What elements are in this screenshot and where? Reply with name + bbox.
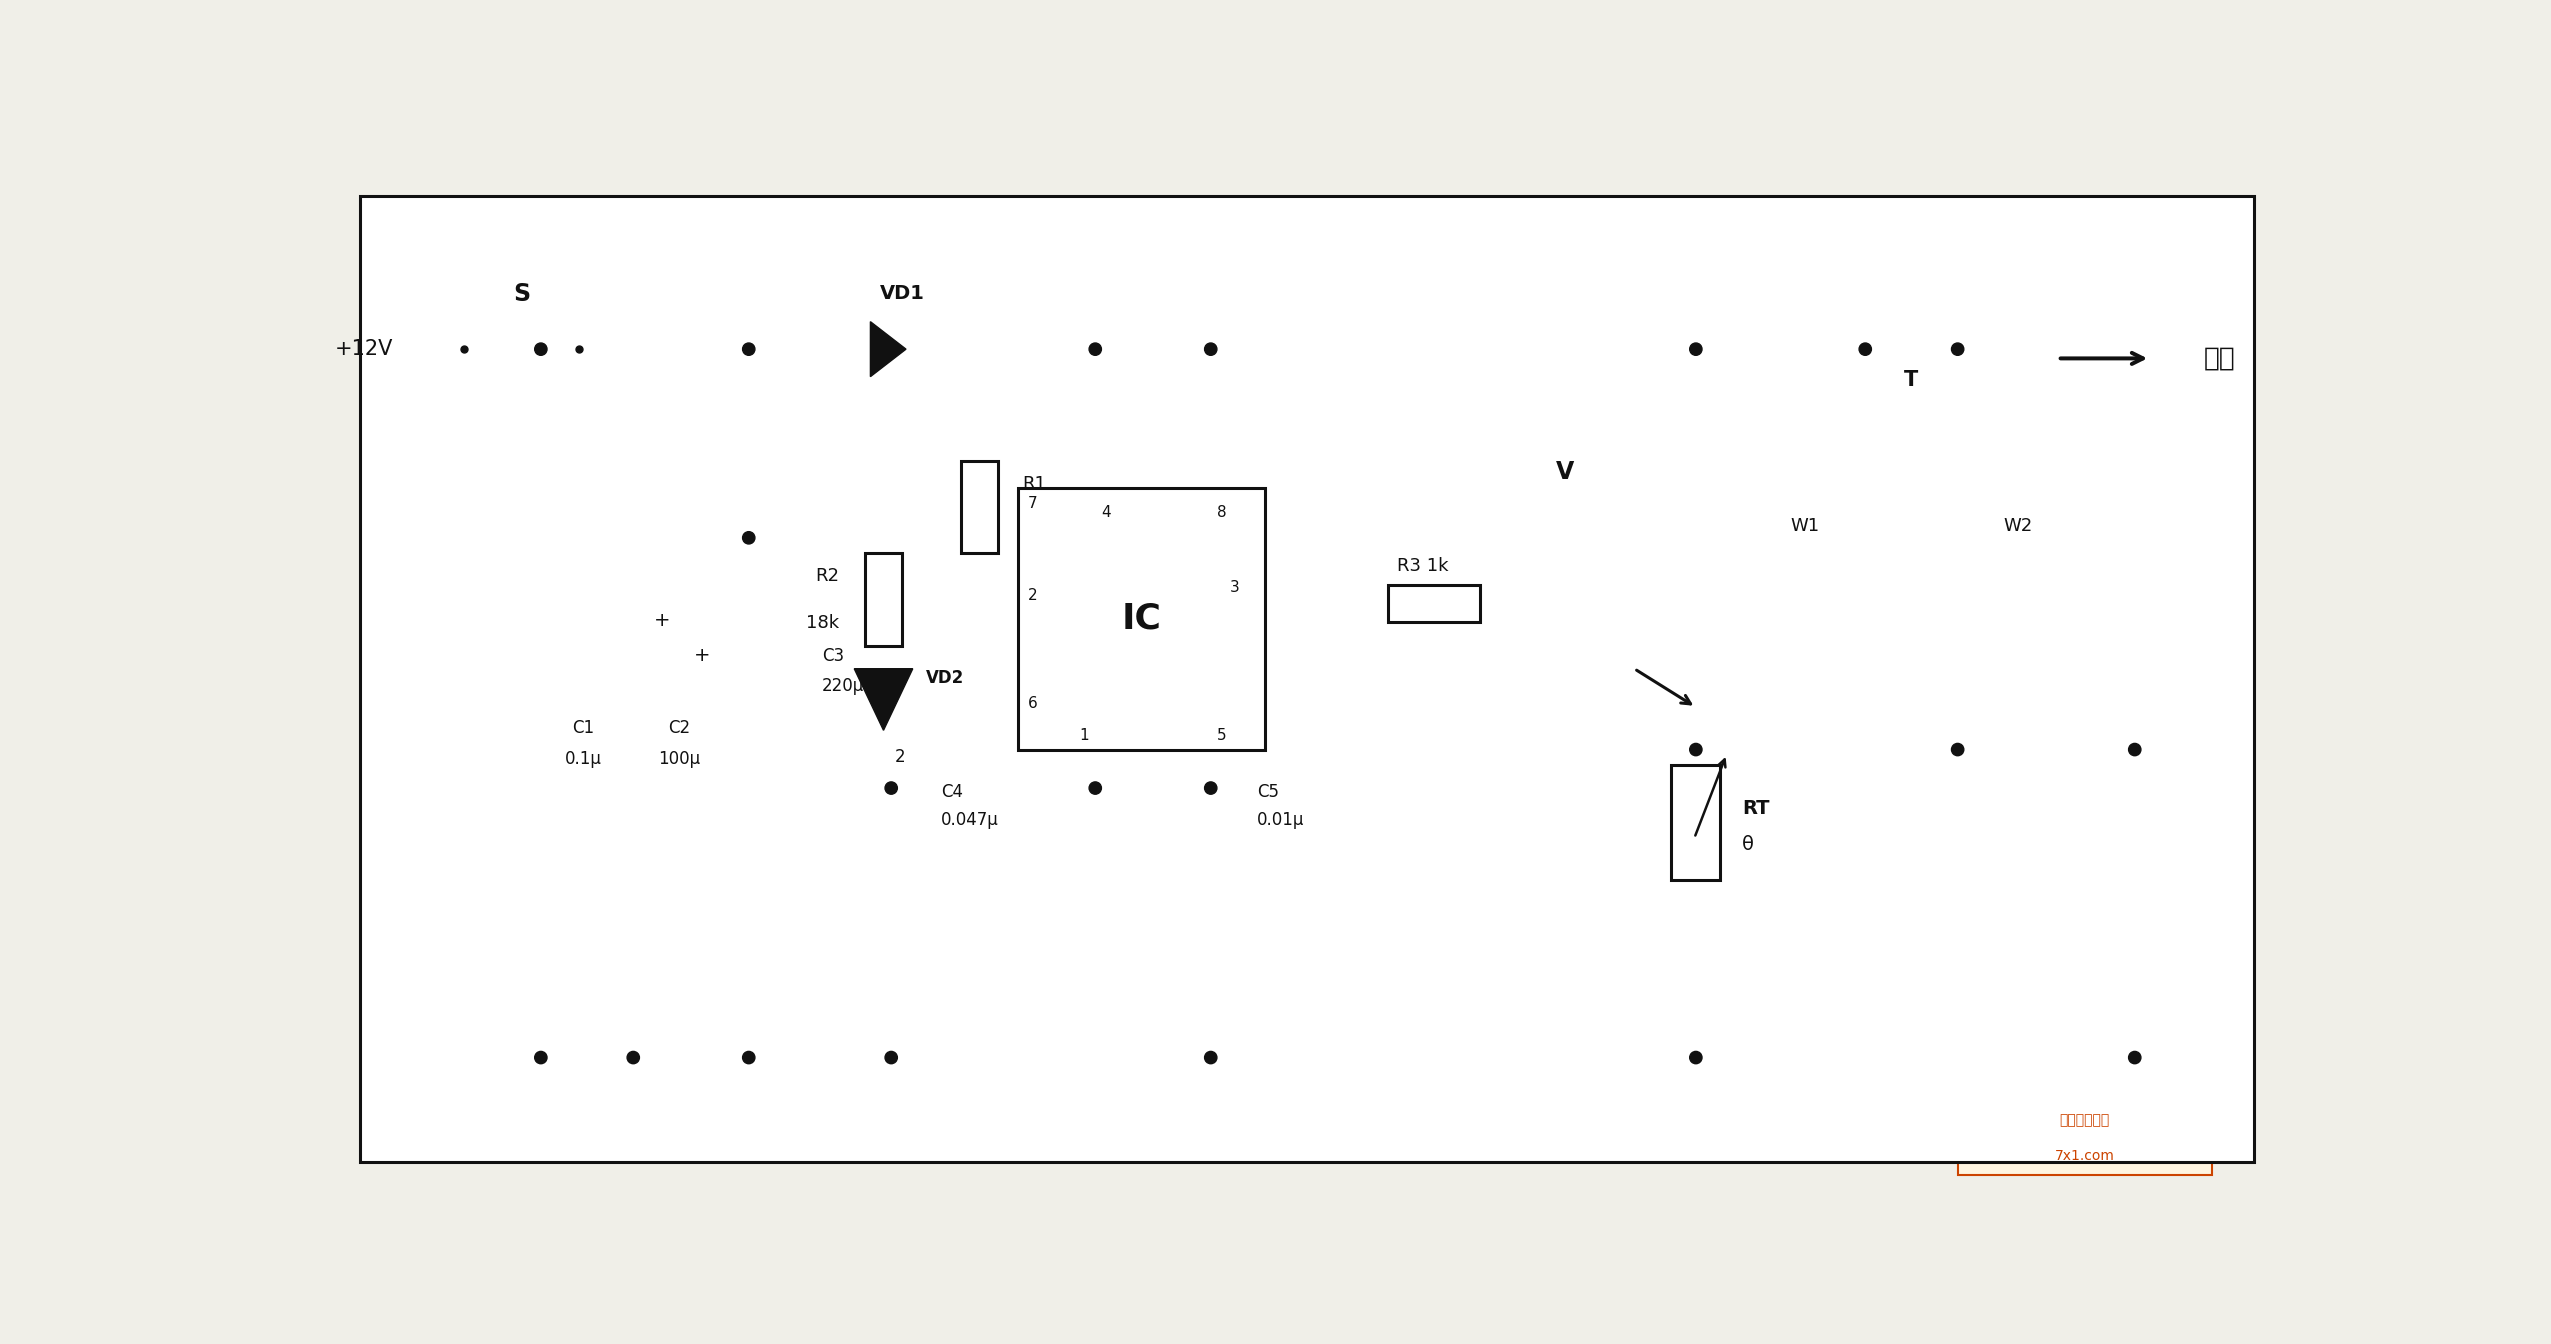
Text: C5: C5 xyxy=(1258,784,1278,801)
Text: T: T xyxy=(1906,370,1918,390)
Text: 7x1.com: 7x1.com xyxy=(2054,1149,2115,1163)
Text: VD2: VD2 xyxy=(926,669,964,687)
Text: 1: 1 xyxy=(1079,728,1089,743)
Text: R3 1k: R3 1k xyxy=(1398,558,1449,575)
Circle shape xyxy=(1089,782,1102,794)
Circle shape xyxy=(742,343,755,355)
Text: +: + xyxy=(653,610,671,630)
Circle shape xyxy=(1689,743,1702,755)
Circle shape xyxy=(1689,1051,1702,1063)
Circle shape xyxy=(742,1051,755,1063)
Circle shape xyxy=(2128,1051,2140,1063)
Text: +12V: +12V xyxy=(334,339,393,359)
Bar xyxy=(1388,585,1480,622)
Text: C1: C1 xyxy=(571,719,594,737)
Text: W2: W2 xyxy=(2005,517,2033,535)
Circle shape xyxy=(885,782,898,794)
Text: 7: 7 xyxy=(1028,496,1038,511)
Text: 220μ: 220μ xyxy=(821,677,865,695)
Text: C3: C3 xyxy=(821,646,844,665)
Text: 6: 6 xyxy=(1028,696,1038,711)
Text: 68k: 68k xyxy=(1023,521,1056,539)
Text: 2: 2 xyxy=(1028,589,1038,603)
FancyBboxPatch shape xyxy=(1957,1090,2212,1175)
Circle shape xyxy=(1204,782,1217,794)
Text: S: S xyxy=(513,282,531,305)
Circle shape xyxy=(1860,343,1872,355)
Text: 0.1μ: 0.1μ xyxy=(564,750,602,767)
Text: 5: 5 xyxy=(1217,728,1227,743)
Text: V: V xyxy=(1556,461,1574,484)
Bar xyxy=(1671,765,1719,880)
Text: 维修电子市场: 维修电子市场 xyxy=(2059,1114,2110,1128)
Text: 高压: 高压 xyxy=(2204,345,2235,371)
Circle shape xyxy=(536,1051,546,1063)
Text: R1: R1 xyxy=(1023,474,1046,493)
Polygon shape xyxy=(855,669,913,730)
Polygon shape xyxy=(870,321,906,376)
Circle shape xyxy=(536,343,546,355)
Circle shape xyxy=(885,1051,898,1063)
Circle shape xyxy=(1689,343,1702,355)
Circle shape xyxy=(1952,743,1964,755)
Text: 0.047μ: 0.047μ xyxy=(941,812,1000,829)
Circle shape xyxy=(2128,743,2140,755)
Circle shape xyxy=(628,1051,640,1063)
Text: 0.01μ: 0.01μ xyxy=(1258,812,1304,829)
Text: W1: W1 xyxy=(1791,517,1819,535)
Text: C2: C2 xyxy=(668,719,691,737)
Text: +: + xyxy=(694,646,712,665)
Text: 100μ: 100μ xyxy=(658,750,702,767)
Circle shape xyxy=(1089,343,1102,355)
Circle shape xyxy=(1952,343,1964,355)
Text: R2: R2 xyxy=(814,567,839,585)
Text: 3: 3 xyxy=(1230,581,1240,595)
Text: 8: 8 xyxy=(1217,505,1227,520)
Bar xyxy=(1018,488,1265,750)
Text: 18k: 18k xyxy=(806,613,839,632)
Text: θ: θ xyxy=(1742,835,1755,853)
Text: RT: RT xyxy=(1742,800,1770,818)
Circle shape xyxy=(1204,343,1217,355)
Text: 2: 2 xyxy=(895,749,906,766)
Bar xyxy=(962,461,997,554)
Text: VD1: VD1 xyxy=(880,284,926,304)
Bar xyxy=(865,554,903,645)
Text: IC: IC xyxy=(1122,602,1161,636)
Circle shape xyxy=(742,532,755,544)
Text: 4: 4 xyxy=(1102,505,1112,520)
Circle shape xyxy=(1204,1051,1217,1063)
Text: C4: C4 xyxy=(941,784,964,801)
